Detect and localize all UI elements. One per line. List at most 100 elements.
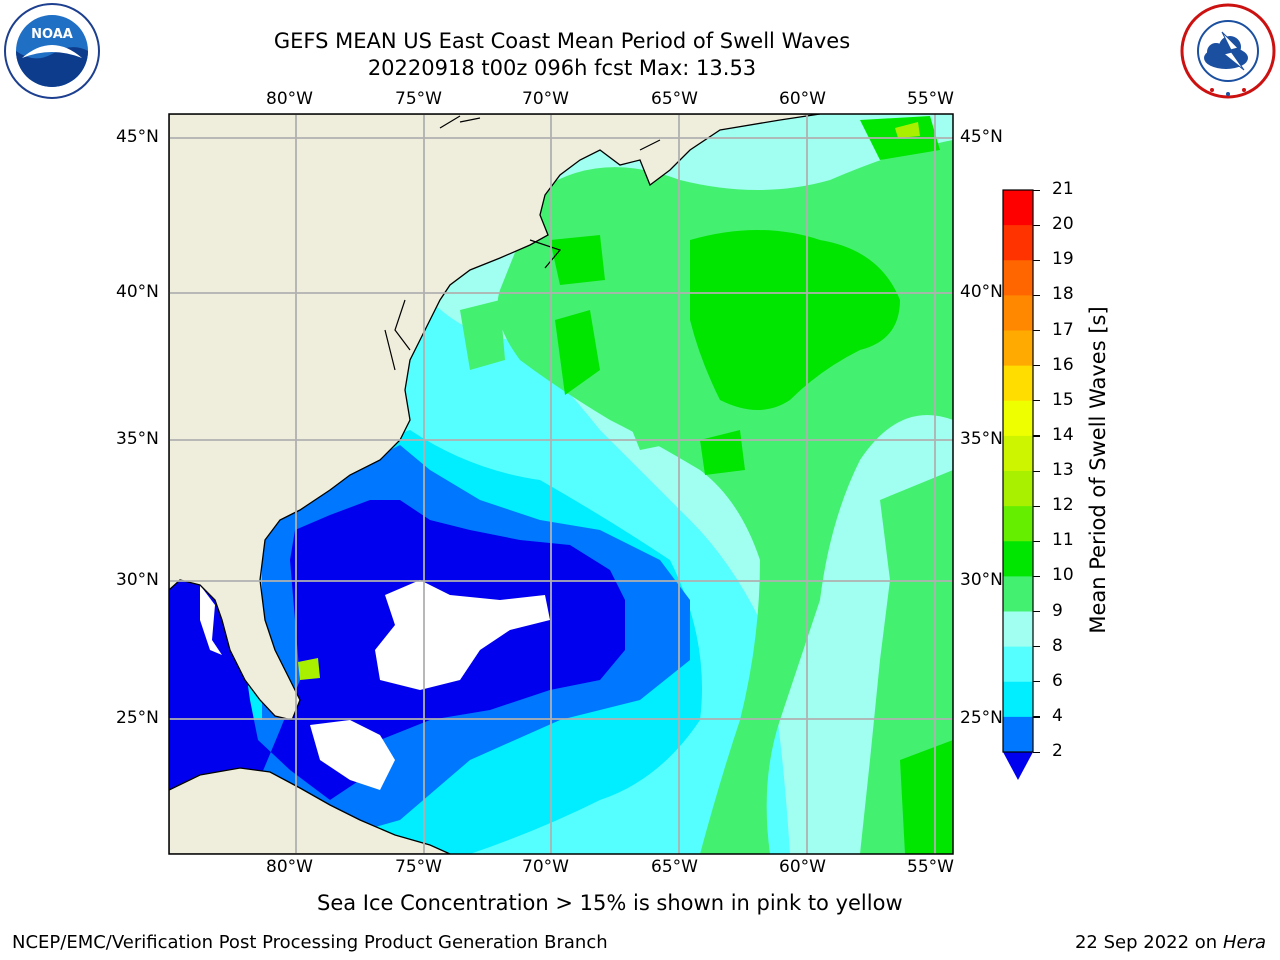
lat-label-left: 45°N	[116, 127, 159, 147]
swell-band-10-11	[900, 740, 953, 854]
coastline-detail	[384, 115, 661, 371]
colorbar-tick-label: 18	[1052, 284, 1074, 305]
map-title: GEFS MEAN US East Coast Mean Period of S…	[273, 29, 851, 53]
lon-label-top: 55°W	[907, 89, 954, 109]
lat-label-left: 25°N	[116, 708, 159, 728]
swell-band-12-13	[895, 122, 920, 138]
colorbar-tick-label: 13	[1052, 460, 1074, 480]
sea-ice-note: Sea Ice Concentration > 15% is shown in …	[317, 891, 903, 915]
colorbar-tick-mark	[1033, 716, 1040, 718]
colorbar-segment	[1003, 190, 1033, 226]
footer-date: 22 Sep 2022 on	[1074, 932, 1218, 953]
colorbar-extend-arrow	[1003, 752, 1033, 780]
map-subtitle: 20220918 t00z 096h fcst Max: 13.53	[367, 56, 757, 80]
swell-band-12-13	[298, 658, 320, 680]
colorbar-tick-label: 17	[1052, 319, 1074, 340]
swell-band-10-11	[700, 430, 745, 475]
footer-timestamp: 22 Sep 2022 on Hera	[1075, 932, 1266, 953]
colorbar-segment	[1003, 716, 1033, 753]
colorbar-tick-mark	[1033, 189, 1040, 191]
lat-label-right: 35°N	[960, 429, 1003, 449]
colorbar-tick-mark	[1033, 681, 1040, 683]
colorbar-tick-mark	[1033, 224, 1040, 226]
no-data-area	[310, 720, 395, 790]
swell-band-10-11	[690, 230, 900, 410]
colorbar-tick-label: 10	[1052, 565, 1074, 586]
colorbar-segment	[1003, 611, 1033, 648]
colorbar-tick-mark	[1033, 646, 1040, 648]
lon-label-bottom: 80°W	[266, 857, 313, 877]
colorbar-tick-mark	[1033, 470, 1040, 472]
lat-label-left: 30°N	[116, 570, 159, 590]
land-cuba	[169, 767, 451, 854]
lon-label-bottom: 55°W	[907, 857, 954, 877]
colorbar-segment	[1003, 681, 1033, 718]
lat-label-left: 35°N	[116, 429, 159, 449]
lat-label-left: 40°N	[116, 282, 159, 302]
lon-label-bottom: 65°W	[651, 857, 698, 877]
colorbar-tick-mark	[1033, 400, 1040, 402]
colorbar-tick-mark	[1033, 575, 1040, 578]
colorbar-segment	[1003, 506, 1033, 542]
colorbar-tick-label: 6	[1052, 670, 1063, 691]
colorbar-tick-label: 2	[1052, 741, 1063, 761]
colorbar-tick-mark	[1033, 751, 1040, 753]
lon-label-top: 75°W	[395, 89, 442, 109]
swell-band-9-10	[460, 300, 505, 370]
lat-label-right: 40°N	[960, 282, 1003, 302]
lon-label-bottom: 60°W	[779, 857, 826, 877]
lon-label-top: 70°W	[522, 89, 569, 109]
colorbar-tick-label: 20	[1052, 214, 1074, 235]
colorbar-tick-mark	[1033, 611, 1040, 613]
colorbar-tick-label: 8	[1052, 635, 1063, 656]
colorbar	[1002, 189, 1034, 780]
colorbar-tick-label: 14	[1052, 424, 1074, 445]
lat-label-right: 30°N	[960, 570, 1003, 590]
lat-label-right: 25°N	[960, 708, 1003, 728]
lon-label-top: 80°W	[266, 89, 313, 109]
colorbar-tick-label: 16	[1052, 354, 1074, 375]
footer-credit: NCEP/EMC/Verification Post Processing Pr…	[12, 932, 608, 953]
colorbar-tick-label: 12	[1052, 495, 1074, 516]
nws-logo	[1178, 2, 1278, 100]
colorbar-tick-mark	[1033, 540, 1040, 542]
lon-label-top: 60°W	[779, 89, 826, 109]
noaa-logo: NOAA	[2, 2, 102, 100]
colorbar-segment	[1003, 435, 1033, 472]
lon-label-bottom: 70°W	[522, 857, 569, 877]
lon-label-top: 65°W	[651, 89, 698, 109]
colorbar-tick-mark	[1033, 259, 1040, 261]
colorbar-segment	[1003, 576, 1033, 612]
colorbar-segment	[1003, 541, 1033, 577]
colorbar-tick-label: 11	[1052, 530, 1074, 551]
colorbar-segment	[1003, 646, 1033, 683]
noaa-logo-text: NOAA	[31, 27, 73, 42]
land-north-america	[169, 114, 821, 721]
no-data-area	[375, 580, 550, 690]
lon-label-bottom: 75°W	[395, 857, 442, 877]
swell-band-9-10	[620, 390, 690, 450]
graticule	[169, 114, 953, 854]
colorbar-segment	[1003, 295, 1033, 331]
colorbar-tick-mark	[1033, 435, 1040, 437]
colorbar-tick-label: 19	[1052, 249, 1074, 270]
colorbar-segment	[1003, 225, 1033, 261]
colorbar-tick-mark	[1033, 330, 1040, 332]
no-data-area	[200, 585, 222, 655]
colorbar-tick-label: 9	[1052, 600, 1063, 621]
colorbar-segment	[1003, 260, 1033, 296]
colorbar-tick-label: 21	[1052, 179, 1074, 199]
colorbar-label: Mean Period of Swell Waves [s]	[1086, 306, 1110, 634]
colorbar-tick-mark	[1033, 365, 1040, 367]
colorbar-tick-mark	[1033, 294, 1040, 297]
swell-band-10-11	[550, 235, 605, 285]
map-frame	[168, 113, 954, 855]
colorbar-segment	[1003, 400, 1033, 437]
colorbar-tick-label: 4	[1052, 705, 1063, 726]
lat-label-right: 45°N	[960, 127, 1003, 147]
colorbar-segment	[1003, 330, 1033, 367]
footer-machine: Hera	[1222, 932, 1266, 953]
colorbar-segment	[1003, 471, 1033, 507]
swell-band-10-11	[555, 310, 600, 395]
